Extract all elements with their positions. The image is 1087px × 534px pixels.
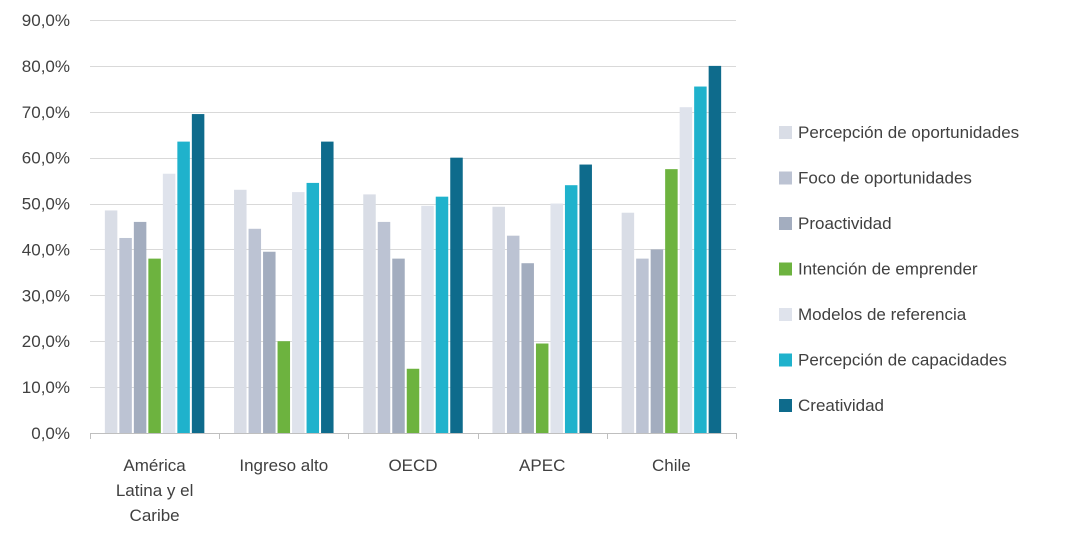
legend: Percepción de oportunidades Foco de oport…	[779, 123, 1019, 415]
legend-item: Proactividad	[779, 214, 892, 233]
legend-swatch	[779, 353, 792, 367]
legend-label: Percepción de capacidades	[798, 351, 1007, 370]
bar	[421, 205, 434, 433]
legend-swatch	[779, 399, 792, 412]
bar	[636, 258, 649, 433]
x-category-label: Latina y el	[116, 481, 194, 500]
legend-item: Creatividad	[779, 396, 884, 415]
y-tick-label: 60,0%	[22, 149, 70, 168]
bar	[521, 263, 534, 433]
bar	[148, 258, 161, 433]
legend-swatch	[779, 126, 792, 139]
y-tick-label: 30,0%	[22, 286, 70, 305]
bar	[104, 210, 118, 433]
legend-item: Intención de emprender	[779, 260, 978, 279]
bar	[406, 368, 420, 433]
bar	[363, 194, 376, 433]
bar	[191, 114, 205, 433]
y-tick-label: 70,0%	[22, 103, 70, 122]
y-tick-label: 20,0%	[22, 332, 70, 351]
y-tick-label: 50,0%	[22, 195, 70, 214]
legend-label: Foco de oportunidades	[798, 169, 972, 188]
bar	[234, 189, 247, 433]
bar	[650, 249, 664, 433]
bar	[579, 164, 592, 434]
y-tick-label: 40,0%	[22, 240, 70, 259]
x-category-label: OECD	[388, 456, 437, 475]
bar	[162, 173, 176, 434]
bar	[450, 157, 463, 434]
x-category-label: APEC	[519, 456, 565, 475]
y-tick-label: 90,0%	[22, 11, 70, 30]
bar	[435, 196, 449, 433]
legend-swatch	[779, 217, 792, 230]
bar	[708, 65, 722, 433]
bar	[694, 86, 707, 433]
y-axis-tick-labels: 0,0% 10,0% 20,0% 30,0% 40,0% 50,0% 60,0% 70,0% 8…	[22, 11, 70, 443]
bar	[277, 341, 291, 433]
bar	[506, 235, 520, 433]
y-tick-label: 0,0%	[31, 424, 70, 443]
bar	[665, 169, 678, 433]
bar	[377, 221, 391, 433]
y-tick-label: 80,0%	[22, 57, 70, 76]
bar	[621, 212, 635, 433]
legend-swatch	[779, 308, 792, 321]
legend-item: Foco de oportunidades	[779, 169, 972, 188]
x-axis	[90, 433, 737, 439]
x-axis-category-labels: América Latina y el Caribe Ingreso alto OECD…	[116, 456, 691, 525]
bar	[535, 343, 549, 433]
bar	[321, 141, 334, 434]
x-category-label: Chile	[652, 456, 691, 475]
legend-label: Proactividad	[798, 214, 892, 233]
x-category-label: Caribe	[130, 506, 180, 525]
y-tick-label: 10,0%	[22, 378, 70, 397]
x-category-label: Ingreso alto	[239, 456, 328, 475]
bar	[550, 203, 563, 433]
legend-label: Intención de emprender	[798, 260, 978, 279]
legend-item: Modelos de referencia	[779, 305, 967, 324]
legend-item: Percepción de oportunidades	[779, 123, 1019, 142]
legend-label: Modelos de referencia	[798, 305, 967, 324]
legend-swatch	[779, 262, 792, 276]
x-category-label: América	[123, 456, 186, 475]
bar	[177, 141, 190, 434]
bar	[119, 237, 132, 433]
bar	[248, 228, 262, 433]
legend-label: Percepción de oportunidades	[798, 123, 1019, 142]
bar	[679, 107, 693, 433]
legend-label: Creatividad	[798, 396, 884, 415]
bar	[392, 258, 405, 433]
bar	[492, 206, 505, 433]
legend-item: Percepción de capacidades	[779, 351, 1007, 370]
bar	[564, 185, 578, 433]
bar	[292, 192, 305, 433]
bar	[306, 182, 320, 433]
bars	[104, 65, 722, 434]
bar	[133, 221, 147, 433]
bar	[263, 251, 276, 433]
legend-swatch	[779, 171, 792, 185]
